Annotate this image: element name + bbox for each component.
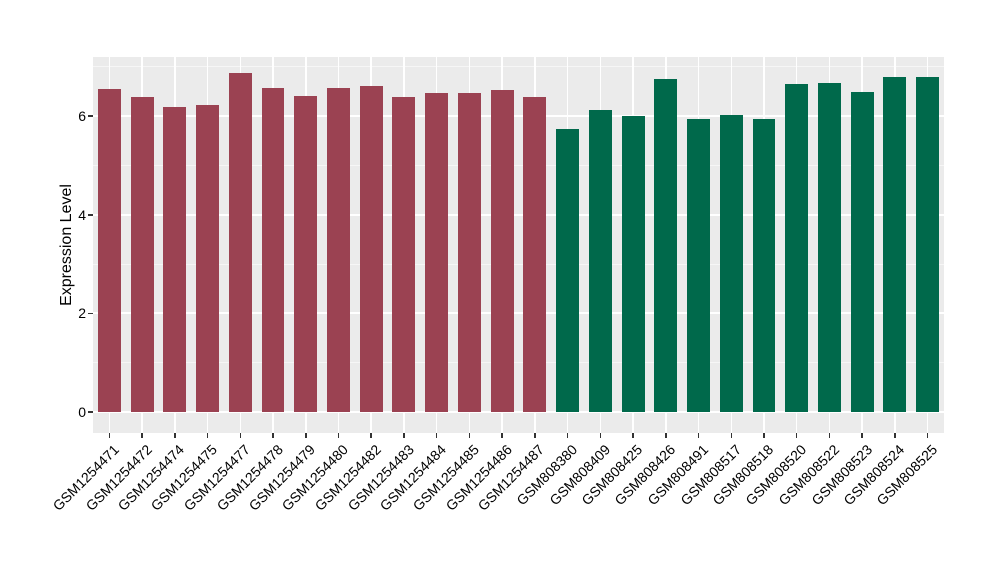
- x-tick-mark: [763, 433, 765, 438]
- x-tick-mark: [174, 433, 176, 438]
- x-tick-mark: [305, 433, 307, 438]
- bar-GSM1254472: [130, 97, 154, 412]
- bar-GSM1254474: [163, 107, 187, 412]
- y-tick-mark: [88, 411, 93, 413]
- y-tick-mark: [88, 115, 93, 117]
- x-tick-mark: [534, 433, 536, 438]
- bar-GSM808524: [883, 76, 907, 412]
- x-tick-mark: [108, 433, 111, 438]
- y-tick-mark: [88, 312, 93, 315]
- x-tick-mark: [566, 433, 569, 438]
- x-tick-mark: [337, 433, 340, 438]
- x-tick-mark: [828, 433, 831, 438]
- x-tick-mark: [861, 433, 863, 438]
- x-tick-mark: [370, 433, 372, 438]
- bar-GSM1254471: [97, 89, 121, 412]
- bar-GSM808523: [850, 91, 874, 412]
- minor-gridline: [93, 362, 944, 364]
- bar-GSM1254480: [327, 87, 350, 412]
- y-tick-label: 4: [78, 206, 86, 223]
- bar-GSM808520: [785, 84, 809, 412]
- bar-GSM1254479: [294, 96, 318, 412]
- major-gridline: [93, 213, 944, 216]
- x-tick-mark: [501, 433, 503, 438]
- x-tick-mark: [926, 433, 929, 438]
- y-tick-label: 0: [78, 404, 86, 420]
- x-tick-mark: [239, 433, 242, 438]
- bar-GSM1254475: [196, 105, 219, 412]
- bar-GSM808425: [621, 116, 645, 412]
- plot-panel: [93, 57, 944, 433]
- x-tick-mark: [730, 433, 732, 438]
- bar-GSM808525: [916, 76, 940, 412]
- bar-GSM808380: [556, 128, 580, 412]
- y-axis-title: Expression Level: [58, 184, 75, 306]
- bar-GSM1254477: [228, 72, 252, 412]
- major-gridline: [93, 312, 944, 315]
- x-tick-mark: [206, 433, 209, 438]
- y-tick-label: 2: [78, 305, 86, 322]
- bar-GSM808522: [817, 82, 841, 412]
- major-gridline: [93, 115, 944, 118]
- minor-gridline: [93, 263, 944, 265]
- bar-GSM1254487: [523, 97, 547, 412]
- x-tick-mark: [599, 433, 602, 438]
- bar-GSM1254478: [261, 87, 285, 412]
- bar-GSM808518: [752, 118, 776, 412]
- bar-GSM1254486: [490, 90, 514, 412]
- x-tick-mark: [632, 433, 634, 438]
- x-tick-mark: [665, 433, 667, 438]
- bar-GSM808409: [588, 110, 612, 412]
- x-tick-mark: [403, 433, 405, 438]
- bar-GSM808426: [654, 79, 678, 412]
- x-tick-mark: [435, 433, 438, 438]
- x-tick-mark: [894, 433, 896, 438]
- minor-gridline: [93, 165, 944, 166]
- y-tick-label: 6: [78, 108, 86, 125]
- bar-GSM1254484: [425, 92, 449, 412]
- bar-GSM1254482: [359, 85, 383, 412]
- major-gridline: [93, 411, 944, 413]
- y-tick-mark: [88, 214, 93, 216]
- x-tick-mark: [141, 433, 143, 438]
- bar-GSM1254483: [392, 97, 416, 412]
- bar-GSM808491: [687, 118, 710, 412]
- minor-gridline: [93, 66, 944, 68]
- x-tick-mark: [272, 433, 274, 438]
- x-tick-mark: [697, 433, 700, 438]
- x-tick-mark: [795, 433, 798, 438]
- x-tick-mark: [468, 433, 471, 438]
- bar-GSM1254485: [457, 92, 481, 412]
- bar-GSM808517: [719, 114, 743, 412]
